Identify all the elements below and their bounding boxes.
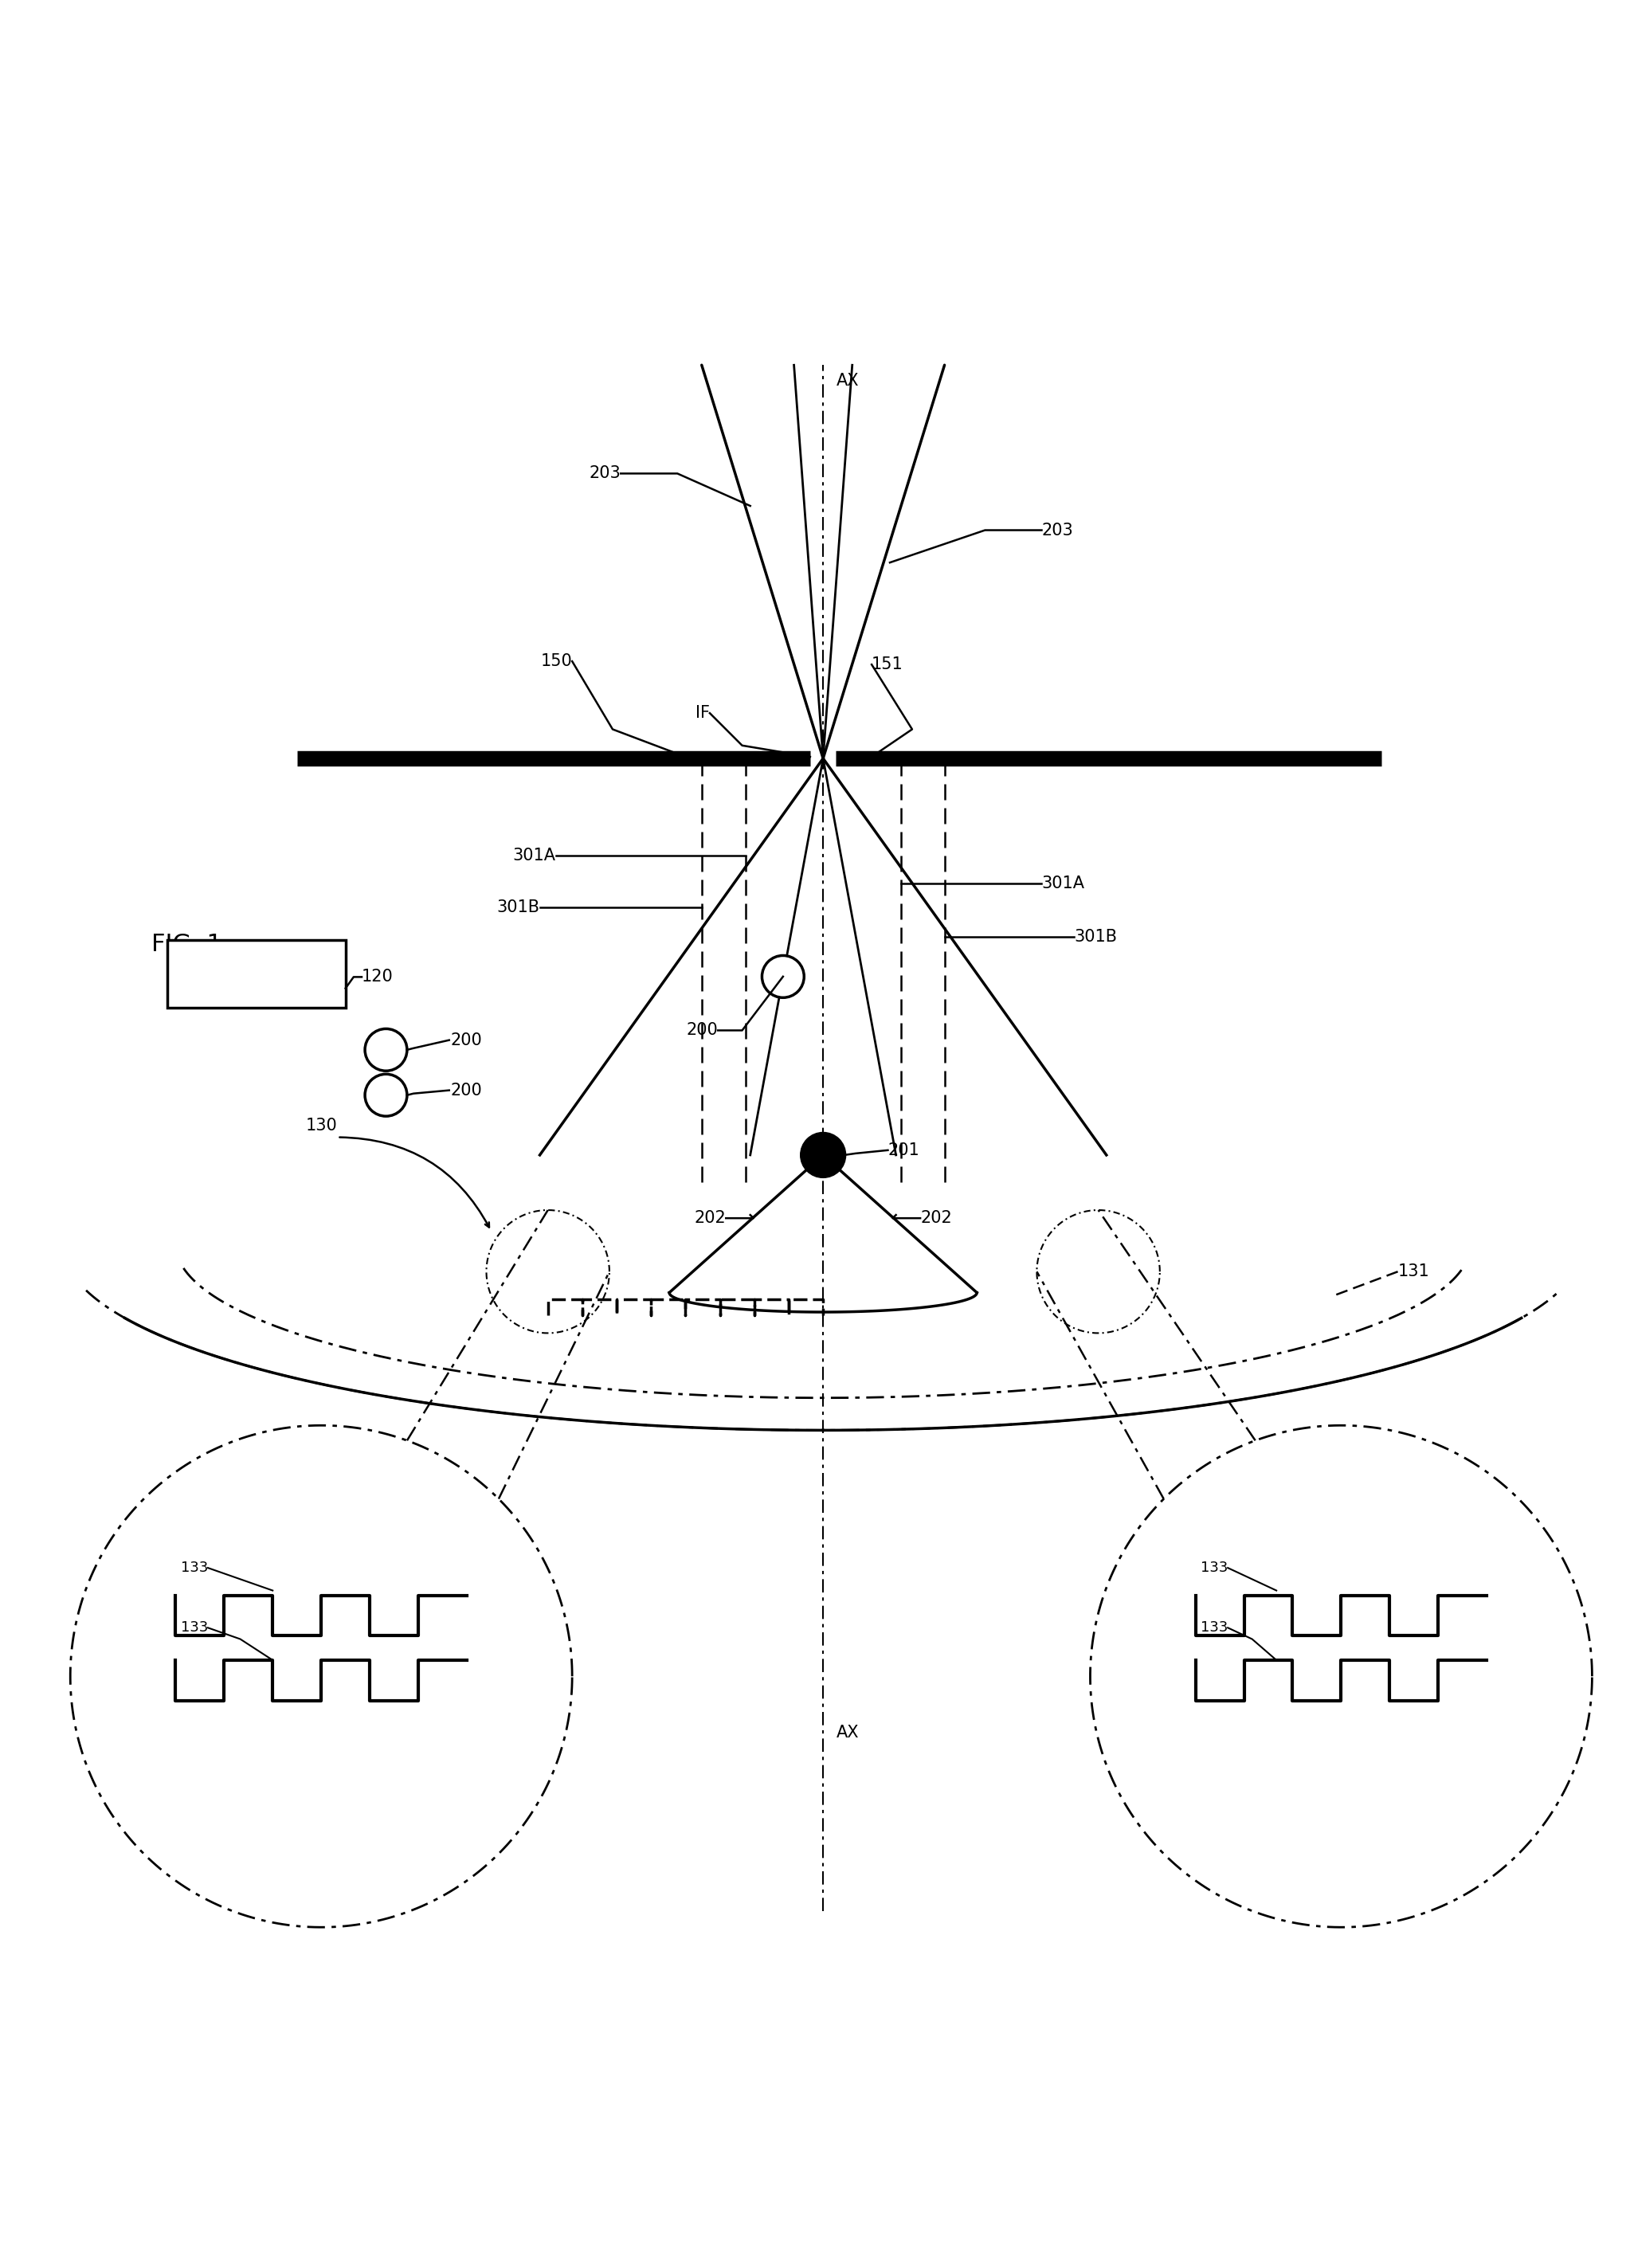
Text: AX: AX	[836, 1726, 859, 1742]
Text: 130: 130	[306, 1118, 337, 1134]
Text: 133: 133	[181, 1622, 209, 1635]
Text: 150: 150	[541, 653, 572, 669]
Circle shape	[800, 1132, 846, 1177]
Text: 301B: 301B	[1074, 928, 1117, 943]
Text: 133: 133	[181, 1560, 209, 1574]
Text: 151: 151	[872, 655, 903, 674]
Text: AX: AX	[836, 374, 859, 390]
Text: 133: 133	[1200, 1622, 1227, 1635]
Bar	[168, 939, 346, 1007]
Text: 200: 200	[452, 1032, 482, 1048]
Text: 201: 201	[888, 1143, 919, 1159]
Circle shape	[365, 1075, 408, 1116]
Text: 202: 202	[921, 1211, 952, 1227]
Text: 203: 203	[1042, 522, 1073, 538]
Text: IF: IF	[696, 705, 709, 721]
Circle shape	[365, 1030, 408, 1070]
Circle shape	[761, 955, 804, 998]
Text: FIG. 1: FIG. 1	[152, 932, 222, 957]
Text: 200: 200	[452, 1082, 482, 1098]
Text: 203: 203	[588, 465, 621, 481]
Text: 200: 200	[686, 1023, 717, 1039]
Text: 301B: 301B	[497, 900, 540, 916]
Text: 120: 120	[362, 968, 393, 984]
Text: 131: 131	[1399, 1263, 1430, 1279]
Text: 301A: 301A	[1042, 875, 1084, 891]
Text: 301A: 301A	[513, 848, 556, 864]
Text: 133: 133	[1200, 1560, 1227, 1574]
Text: 202: 202	[694, 1211, 725, 1227]
